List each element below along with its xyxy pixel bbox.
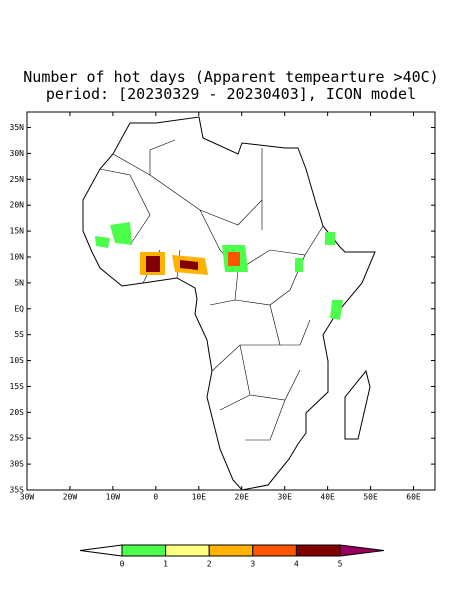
y-tick-label: 25N	[10, 175, 25, 184]
colorbar-box	[295, 544, 341, 557]
x-tick-label: 20W	[63, 493, 78, 502]
hot-day-patches	[95, 222, 343, 320]
x-tick-label: 20E	[235, 493, 250, 502]
x-tick-label: 0	[153, 493, 158, 502]
axes: 35N 30N 25N 20N 15N 10N 5N EQ 5S 10S 15S 20S 25S 30S 3…	[10, 112, 435, 502]
coastline	[82, 116, 376, 491]
y-tick-label: 20N	[10, 201, 25, 210]
colorbar-box	[252, 544, 297, 557]
colorbar-label: 5	[338, 560, 343, 569]
map-area	[26, 111, 436, 491]
x-tick-label: 30E	[277, 493, 292, 502]
colorbar-label: 2	[207, 560, 212, 569]
title: Number of hot days (Apparent tempearture…	[23, 68, 438, 86]
colorbar-label: 3	[250, 560, 255, 569]
y-tick-label: 5S	[14, 330, 24, 339]
y-tick-label: 35N	[10, 123, 25, 132]
x-tick-label: 60E	[406, 493, 421, 502]
y-tick-label: 35S	[10, 486, 25, 495]
subtitle: period: [20230329 - 20230403], ICON mode…	[46, 85, 416, 103]
x-tick-label: 10W	[106, 493, 121, 502]
y-tick-label: 15N	[10, 227, 25, 236]
y-tick-label: 30N	[10, 149, 25, 158]
y-tick-label: 10N	[10, 252, 25, 261]
y-tick-label: 15S	[10, 382, 25, 391]
y-tick-label: 30S	[10, 460, 25, 469]
x-tick-label: 10E	[192, 493, 207, 502]
colorbar-label: 4	[294, 560, 299, 569]
colorbar-under	[79, 544, 123, 557]
colorbar-label: 0	[120, 560, 125, 569]
colorbar-box	[208, 544, 254, 557]
plot-frame	[26, 111, 436, 491]
colorbar-box	[165, 544, 210, 557]
colorbar-box	[121, 544, 167, 557]
y-tick-label: 20S	[10, 408, 25, 417]
x-tick-label: 40E	[320, 493, 335, 502]
colorbar: 0 1 2 3 4 5	[79, 544, 385, 569]
colorbar-over	[339, 544, 385, 557]
x-tick-label: 50E	[363, 493, 378, 502]
y-tick-label: 25S	[10, 434, 25, 443]
y-tick-label: EQ	[14, 304, 24, 313]
colorbar-label: 1	[163, 560, 168, 569]
x-tick-label: 30W	[20, 493, 35, 502]
y-tick-label: 5N	[14, 278, 24, 287]
y-tick-label: 10S	[10, 356, 25, 365]
